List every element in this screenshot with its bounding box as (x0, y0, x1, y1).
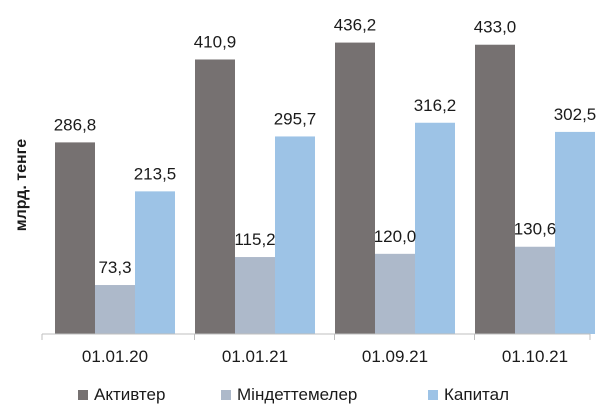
bar-Активтер-01.01.21 (195, 59, 235, 335)
data-label: 433,0 (474, 18, 517, 37)
data-label: 73,3 (98, 258, 131, 277)
x-axis-ticks: 01.01.20 01.01.21 01.09.21 01.10.21 (41, 334, 591, 366)
bar-Міндеттемелер-01.09.21 (375, 253, 415, 334)
bar-Капитал-01.01.21 (275, 136, 315, 334)
bar-Міндеттемелер-01.01.21 (235, 257, 275, 334)
data-label: 120,0 (374, 227, 417, 246)
bar-Активтер-01.10.21 (475, 44, 515, 335)
data-label: 213,5 (134, 164, 177, 183)
legend-swatch (221, 390, 231, 400)
bar-Капитал-01.09.21 (415, 122, 455, 334)
bar-Капитал-01.10.21 (555, 131, 595, 334)
data-labels-group: 286,8 73,3 213,5 410,9 115,2 295,7 436,2 120,0 3… (54, 16, 597, 277)
x-tick-label: 01.10.21 (502, 347, 568, 366)
data-label: 286,8 (54, 115, 97, 134)
y-axis-title: млрд. тенге (13, 139, 30, 231)
data-label: 115,2 (234, 230, 275, 249)
bars-group (55, 42, 595, 335)
bar-Міндеттемелер-01.01.20 (95, 285, 135, 334)
bar-Активтер-01.01.20 (55, 142, 95, 334)
legend-swatch (78, 390, 88, 400)
data-label: 302,5 (554, 105, 597, 124)
data-label: 436,2 (334, 16, 377, 35)
x-tick-label: 01.01.20 (82, 347, 148, 366)
bar-Капитал-01.01.20 (135, 191, 175, 334)
legend-label: Міндеттемелер (237, 385, 357, 404)
x-tick-label: 01.09.21 (362, 347, 428, 366)
legend-label: Капитал (444, 385, 509, 404)
data-label: 130,6 (514, 220, 557, 239)
bar-Міндеттемелер-01.10.21 (515, 246, 555, 334)
x-tick-label: 01.01.21 (222, 347, 288, 366)
legend-label: Активтер (94, 385, 165, 404)
legend-swatch (428, 390, 438, 400)
data-label: 316,2 (414, 96, 457, 115)
data-label: 410,9 (194, 32, 237, 51)
data-label: 295,7 (274, 109, 317, 128)
bar-Активтер-01.09.21 (335, 42, 375, 335)
legend: Активтер Міндеттемелер Капитал (78, 385, 509, 404)
